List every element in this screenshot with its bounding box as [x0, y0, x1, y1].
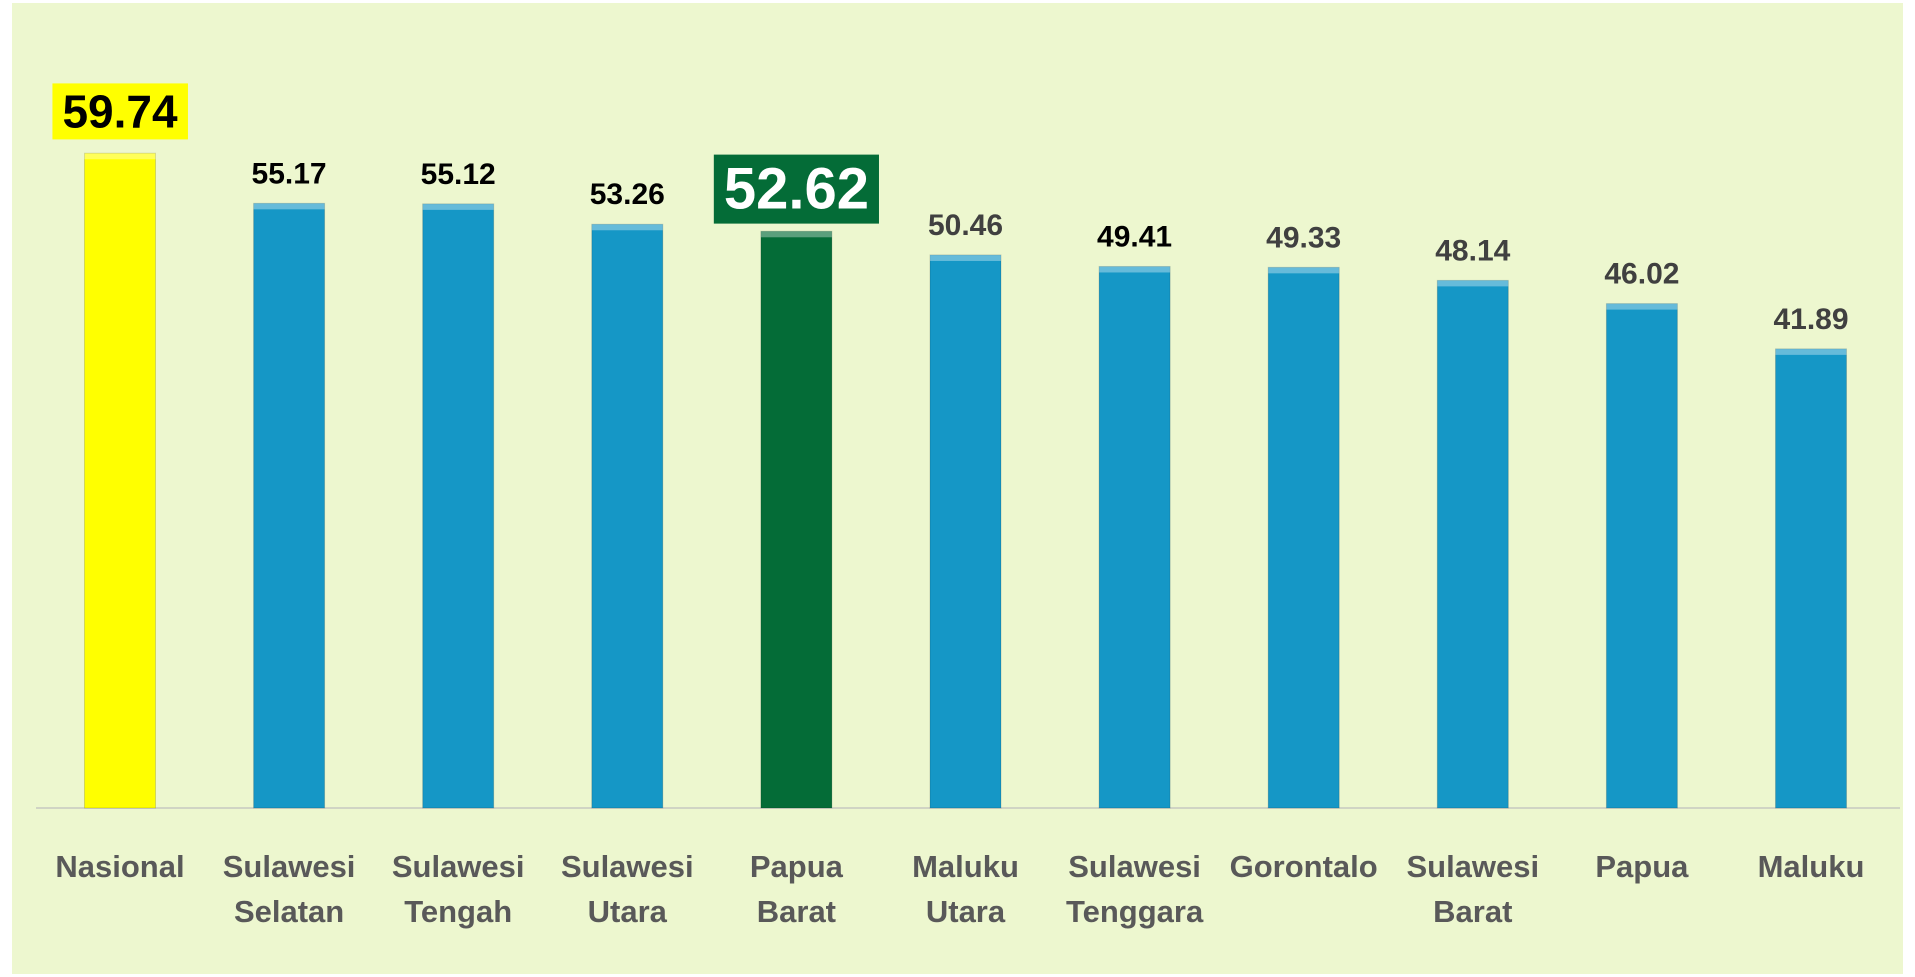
bar-cap [1099, 266, 1171, 273]
value-label-box [52, 83, 188, 140]
bar [1436, 279, 1509, 809]
x-tick-label: Sulawesi Barat [1406, 849, 1540, 929]
x-tick-label: Gorontalo [1229, 849, 1378, 884]
bar-cap [1268, 267, 1340, 274]
bar [422, 203, 495, 809]
bar-cap [84, 153, 156, 160]
value-label: 52.62 [724, 157, 869, 222]
value-label: 48.14 [1435, 234, 1510, 267]
value-label: 49.33 [1266, 221, 1341, 254]
value-label: 50.46 [928, 209, 1003, 242]
value-label: 41.89 [1773, 303, 1848, 336]
bar [84, 152, 156, 809]
x-tick-label: Maluku [1757, 849, 1865, 884]
bar-cap [253, 203, 325, 210]
value-label: 53.26 [590, 178, 665, 211]
x-tick-label: Sulawesi Tengah [391, 849, 525, 929]
x-tick-label: Sulawesi Utara [560, 849, 694, 929]
bar-cap [591, 224, 663, 231]
bar-cap [930, 254, 1001, 261]
bar [1775, 348, 1847, 809]
value-label: 59.74 [62, 85, 178, 137]
x-tick-label: Sulawesi Tenggara [1065, 849, 1204, 929]
bar-cap [760, 231, 832, 238]
bar-cap [1437, 280, 1509, 287]
bar [591, 223, 664, 809]
bar [929, 254, 1002, 809]
x-tick-label: Nasional [55, 849, 185, 884]
bar-cap [1606, 303, 1678, 310]
bar [1605, 303, 1678, 809]
x-tick-label: Sulawesi Selatan [222, 849, 356, 929]
x-tick-label: Papua [1595, 849, 1689, 884]
value-label: 46.02 [1604, 258, 1679, 291]
bar [1098, 265, 1171, 809]
value-label: 55.12 [421, 158, 496, 191]
value-label-box [713, 154, 879, 224]
x-tick-label: Papua Barat [749, 849, 843, 929]
bar-cap [422, 203, 494, 210]
x-tick-label: Maluku Utara [912, 849, 1019, 929]
value-label: 55.17 [252, 157, 327, 190]
bar [253, 202, 326, 809]
bar [1267, 266, 1340, 809]
bar-cap [1775, 348, 1847, 355]
bar [760, 230, 833, 809]
value-label: 49.41 [1097, 220, 1172, 253]
